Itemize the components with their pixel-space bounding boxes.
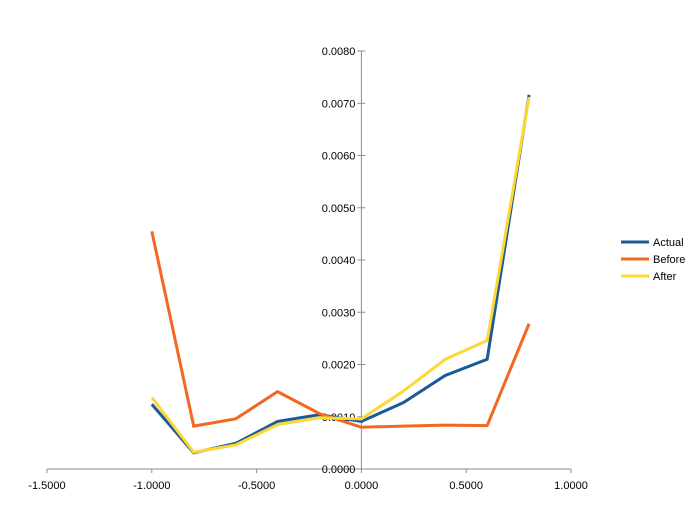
y-tick-label: 0.0020 <box>322 360 356 372</box>
chart-legend: Actual Before After <box>621 237 685 283</box>
series-line-actual <box>150 94 531 455</box>
x-tick-label: -1.0000 <box>133 480 170 492</box>
series-line-before <box>150 230 531 429</box>
y-tick-label: 0.0070 <box>322 98 356 110</box>
chart-axes: -1.5000 -1.0000 -0.5000 0.0000 0.5000 1.0000 0… <box>28 46 587 492</box>
y-tick-label: 0.0000 <box>322 464 356 476</box>
x-tick-label: 0.0000 <box>345 480 379 492</box>
y-tick-label: 0.0060 <box>322 151 356 163</box>
y-tick-label: 0.0030 <box>322 307 356 319</box>
x-tick-label: 1.0000 <box>554 480 588 492</box>
x-tick-label: -0.5000 <box>238 480 275 492</box>
legend-label-after: After <box>653 271 677 283</box>
x-tick-label: 0.5000 <box>449 480 483 492</box>
series-line-after <box>150 96 531 454</box>
legend-label-actual: Actual <box>653 237 684 249</box>
legend-label-before: Before <box>653 254 685 266</box>
x-tick-label: -1.5000 <box>28 480 65 492</box>
y-tick-label: 0.0040 <box>322 255 356 267</box>
y-tick-label: 0.0050 <box>322 203 356 215</box>
y-tick-label: 0.0080 <box>322 46 356 58</box>
chart-series <box>150 94 531 455</box>
